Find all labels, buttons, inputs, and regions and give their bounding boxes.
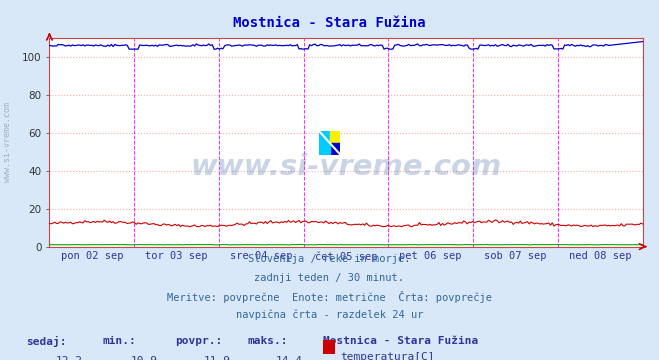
Text: sedaj:: sedaj:: [26, 336, 67, 347]
Text: www.si-vreme.com: www.si-vreme.com: [190, 153, 501, 181]
Text: 11,9: 11,9: [204, 356, 231, 360]
Text: zadnji teden / 30 minut.: zadnji teden / 30 minut.: [254, 273, 405, 283]
Text: 10,9: 10,9: [131, 356, 158, 360]
Text: Mostnica - Stara Fužina: Mostnica - Stara Fužina: [323, 336, 478, 346]
Text: 12,2: 12,2: [55, 356, 82, 360]
Bar: [330, 143, 341, 155]
Text: Mostnica - Stara Fužina: Mostnica - Stara Fužina: [233, 16, 426, 30]
Bar: [320, 131, 330, 143]
Text: temperatura[C]: temperatura[C]: [340, 352, 434, 360]
Text: min.:: min.:: [102, 336, 136, 346]
Text: Slovenija / reke in morje.: Slovenija / reke in morje.: [248, 254, 411, 264]
Text: povpr.:: povpr.:: [175, 336, 222, 346]
Text: navpična črta - razdelek 24 ur: navpična črta - razdelek 24 ur: [236, 310, 423, 320]
Text: www.si-vreme.com: www.si-vreme.com: [3, 102, 13, 182]
Text: maks.:: maks.:: [247, 336, 287, 346]
Text: 14,4: 14,4: [276, 356, 303, 360]
Text: Meritve: povprečne  Enote: metrične  Črta: povprečje: Meritve: povprečne Enote: metrične Črta:…: [167, 291, 492, 303]
Bar: [330, 131, 341, 143]
Bar: [320, 143, 330, 155]
